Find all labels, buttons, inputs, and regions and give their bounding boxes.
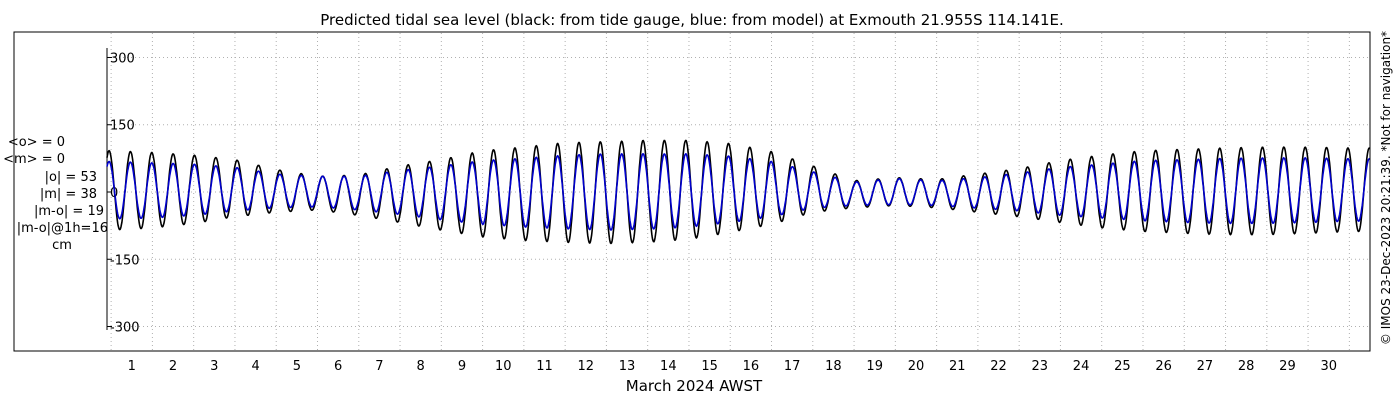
x-tick-label: 11	[536, 359, 553, 374]
stat-line: cm	[52, 238, 72, 253]
x-tick-label: 26	[1155, 359, 1172, 374]
x-tick-label: 10	[495, 359, 512, 374]
stat-line: |m-o| = 19	[34, 204, 104, 219]
y-tick-label: -300	[110, 321, 140, 336]
chart-title: Predicted tidal sea level (black: from t…	[320, 11, 1064, 29]
x-tick-label: 18	[825, 359, 842, 374]
x-tick-label: 24	[1073, 359, 1090, 374]
x-tick-label: 8	[417, 359, 425, 374]
stat-line: <m> = 0	[3, 152, 65, 167]
x-tick-label: 20	[908, 359, 925, 374]
x-tick-label: 5	[293, 359, 301, 374]
x-tick-label: 28	[1238, 359, 1255, 374]
credit-text: © IMOS 23-Dec-2023 20:21:39. *Not for na…	[1379, 31, 1393, 345]
x-axis-label: March 2024 AWST	[626, 377, 763, 395]
series-layer	[106, 139, 1370, 245]
y-tick-label: 150	[110, 119, 135, 134]
stat-line: |o| = 53	[45, 170, 97, 185]
x-tick-label: 2	[169, 359, 177, 374]
x-tick-label: 14	[660, 359, 677, 374]
stat-line: |m-o|@1h=16	[17, 221, 108, 236]
x-tick-label: 4	[251, 359, 259, 374]
x-tick-label: 12	[578, 359, 595, 374]
x-tick-label: 15	[701, 359, 718, 374]
x-tick-label: 21	[949, 359, 966, 374]
x-tick-label: 7	[375, 359, 383, 374]
x-tick-label: 17	[784, 359, 801, 374]
outer-frame	[13, 31, 1371, 352]
x-tick-label: 9	[458, 359, 466, 374]
x-tick-label: 1	[128, 359, 136, 374]
grid	[107, 33, 1370, 350]
series-line-model	[106, 152, 1370, 231]
x-tick-label: 13	[619, 359, 636, 374]
x-tick-label: 3	[210, 359, 218, 374]
x-tick-label: 25	[1114, 359, 1131, 374]
stat-line: <o> = 0	[8, 135, 65, 150]
x-tick-label: 19	[866, 359, 883, 374]
statistics-box: <o> = 0 <m> = 0 |o| = 53 |m| = 38 |m-o| = 19…	[3, 135, 108, 253]
x-tick-label: 30	[1320, 359, 1337, 374]
x-axis-ticks: 1 2 3 4 5 6 7 8 9 10 11 12 13 14 15 16 17 18 19 20 21 22 23 24 2…	[128, 359, 1337, 374]
stat-line: |m| = 38	[40, 187, 97, 202]
x-tick-label: 22	[990, 359, 1007, 374]
x-tick-label: 16	[743, 359, 760, 374]
x-tick-label: 6	[334, 359, 342, 374]
y-tick-label: -150	[110, 253, 140, 268]
x-tick-label: 23	[1032, 359, 1049, 374]
x-tick-label: 27	[1197, 359, 1214, 374]
y-tick-label: 300	[110, 51, 135, 66]
x-tick-label: 29	[1279, 359, 1296, 374]
